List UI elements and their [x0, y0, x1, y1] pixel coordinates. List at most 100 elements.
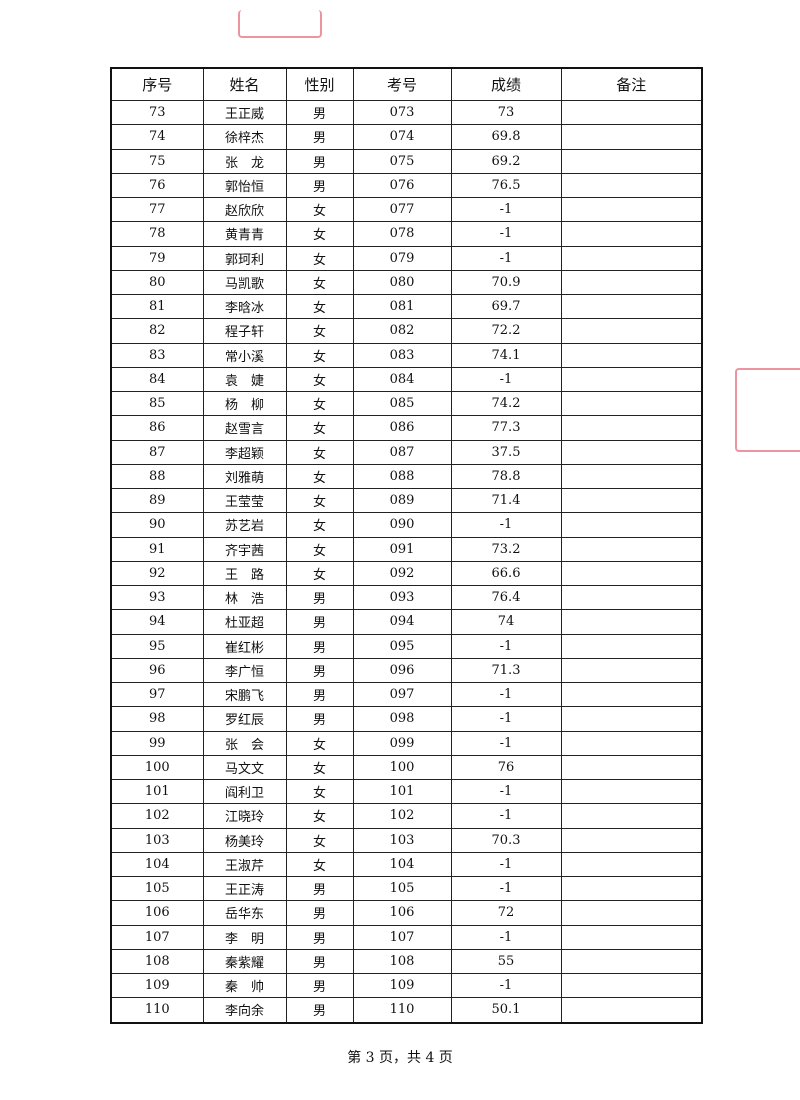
cell: 88 [110, 463, 204, 490]
table-row: 90 苏艺岩女 090 -1 [110, 512, 703, 538]
cell: 079 [352, 245, 452, 271]
table-row: 96 李广恒男 096 71.3 [110, 657, 703, 684]
empty-cell [560, 269, 703, 296]
table-row: 88 刘雅萌女 088 78.8 [110, 463, 703, 490]
cell: 女 [285, 560, 354, 587]
cell: 宋鹏飞 [202, 681, 287, 708]
cell: 李晗冰 [202, 293, 287, 320]
cell: 马凯歌 [202, 269, 287, 296]
cell: 李向余 [202, 997, 287, 1023]
cell: 085 [352, 390, 452, 417]
table-row: 83 常小溪女 083 74.1 [110, 342, 703, 368]
cell: 女 [285, 778, 354, 805]
cell: 109 [352, 972, 452, 999]
cell: 107 [352, 924, 452, 950]
table-row: 99 张 会女 099 -1 [110, 730, 703, 756]
cell: -1 [450, 221, 562, 247]
cell: 76 [450, 754, 562, 781]
cell: 岳华东 [202, 900, 287, 926]
cell: -1 [450, 851, 562, 878]
cell: 078 [352, 221, 452, 247]
cell: 110 [110, 997, 204, 1023]
cell: 82 [110, 318, 204, 344]
cell: 王淑芹 [202, 851, 287, 878]
cell: 女 [285, 221, 354, 247]
empty-cell [560, 366, 703, 393]
cell: 69.2 [450, 148, 562, 174]
cell: 097 [352, 681, 452, 708]
cell: 091 [352, 536, 452, 562]
cell: 077 [352, 196, 452, 223]
cell: 106 [110, 900, 204, 926]
empty-cell [560, 657, 703, 684]
table-row: 91 齐宇茜女 091 73.2 [110, 536, 703, 562]
empty-cell [560, 609, 703, 635]
cell: 程子轩 [202, 318, 287, 344]
cell: 74.1 [450, 342, 562, 368]
empty-cell [560, 390, 703, 417]
cell: 男 [285, 875, 354, 902]
cell: 91 [110, 536, 204, 562]
table-row: 81 李晗冰女 081 69.7 [110, 293, 703, 320]
cell: 73 [450, 99, 562, 126]
empty-cell [560, 172, 703, 199]
cell: -1 [450, 778, 562, 805]
header-row: 序号 姓名 性别 考号 成绩 备注 [110, 67, 703, 101]
cell: 100 [110, 754, 204, 781]
cell: 王莹莹 [202, 487, 287, 514]
score-table: 序号 姓名 性别 考号 成绩 备注 73 王正威男 073 73 74 徐梓杰男 074 69.8 75 张… [110, 67, 703, 1024]
cell: -1 [450, 196, 562, 223]
cell: 103 [110, 827, 204, 853]
cell: 女 [285, 415, 354, 441]
stamp-right [735, 368, 800, 452]
cell: 101 [110, 778, 204, 805]
cell: 086 [352, 415, 452, 441]
cell: 女 [285, 851, 354, 878]
cell: 女 [285, 318, 354, 344]
empty-cell [560, 924, 703, 950]
cell: 105 [352, 875, 452, 902]
table-row: 102 江晓玲女 102 -1 [110, 803, 703, 829]
cell: 084 [352, 366, 452, 393]
header-cell: 性别 [285, 67, 354, 101]
cell: 110 [352, 997, 452, 1023]
cell: 74.2 [450, 390, 562, 417]
cell: 86 [110, 415, 204, 441]
empty-cell [560, 342, 703, 368]
cell: 女 [285, 487, 354, 514]
cell: 女 [285, 269, 354, 296]
cell: 104 [352, 851, 452, 878]
cell: 78 [110, 221, 204, 247]
cell: 徐梓杰 [202, 124, 287, 150]
cell: 076 [352, 172, 452, 199]
cell: -1 [450, 366, 562, 393]
empty-cell [560, 415, 703, 441]
cell: 崔红彬 [202, 633, 287, 659]
cell: 081 [352, 293, 452, 320]
cell: 赵欣欣 [202, 196, 287, 223]
cell: 常小溪 [202, 342, 287, 368]
cell: -1 [450, 706, 562, 732]
table-row: 89 王莹莹女 089 71.4 [110, 487, 703, 514]
cell: 女 [285, 366, 354, 393]
cell: 女 [285, 439, 354, 465]
cell: 男 [285, 948, 354, 975]
cell: 099 [352, 730, 452, 756]
cell: 55 [450, 948, 562, 975]
cell: 37.5 [450, 439, 562, 465]
cell: -1 [450, 730, 562, 756]
empty-cell [560, 803, 703, 829]
cell: 王正威 [202, 99, 287, 126]
table-row: 86 赵雪言女 086 77.3 [110, 415, 703, 441]
cell: 70.3 [450, 827, 562, 853]
table-row: 100 马文文女 100 76 [110, 754, 703, 781]
empty-cell [560, 633, 703, 659]
cell: 93 [110, 584, 204, 611]
cell: 73 [110, 99, 204, 126]
cell: 郭怡恒 [202, 172, 287, 199]
table-row: 94 杜亚超男 094 74 [110, 609, 703, 635]
cell: 50.1 [450, 997, 562, 1023]
cell: 男 [285, 172, 354, 199]
cell: 女 [285, 342, 354, 368]
